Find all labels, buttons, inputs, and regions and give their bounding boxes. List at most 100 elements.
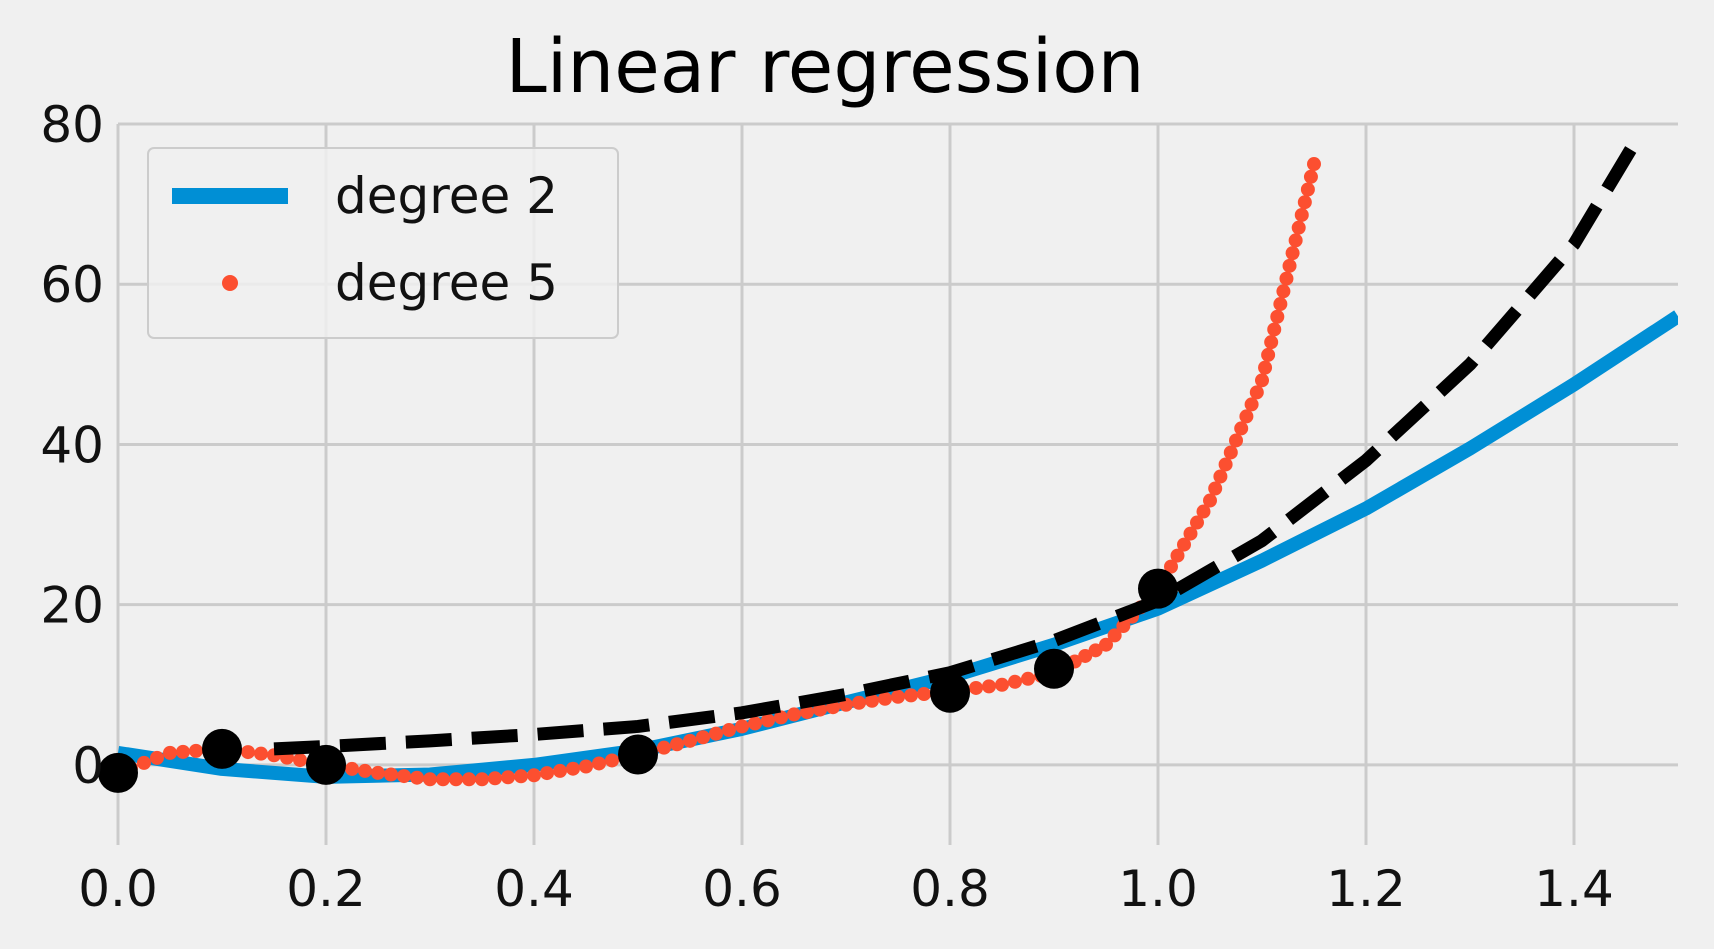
- degree-5-dot: [1218, 457, 1233, 472]
- degree-5-dot: [1297, 195, 1312, 210]
- degree-5-dot: [137, 755, 151, 770]
- degree-5-dot: [1196, 504, 1211, 519]
- degree-5-dot: [345, 761, 359, 776]
- degree-5-dot: [852, 695, 866, 710]
- degree-5-dot: [1177, 537, 1191, 552]
- degree-5-dot: [241, 745, 255, 760]
- degree-5-dot: [1282, 258, 1297, 273]
- degree-5-dot: [1294, 207, 1309, 222]
- degree-5-dot: [1279, 271, 1294, 286]
- sample-point-0: [98, 752, 138, 793]
- degree-5-dot: [293, 753, 307, 768]
- degree-5-dot: [1258, 360, 1273, 375]
- degree-5-dot: [696, 730, 710, 745]
- degree-5-dot: [1234, 421, 1249, 436]
- legend-label-degree-2: degree 2: [335, 167, 558, 225]
- degree-5-dot: [1276, 284, 1291, 299]
- degree-5-dot: [683, 733, 697, 748]
- degree-5-dot: [917, 686, 931, 701]
- degree-5-dot: [1244, 397, 1259, 412]
- degree-5-dot: [566, 761, 580, 776]
- degree-5-dot: [1008, 674, 1022, 689]
- degree-5-dot: [969, 680, 983, 695]
- degree-5-dot: [995, 677, 1009, 692]
- degree-5-dot: [1116, 619, 1131, 634]
- tick-labels: 0.0 0.2 0.4 0.6 0.8 1.0 1.2 1.4 0 20 40 60 80: [40, 96, 1613, 918]
- degree-5-dot: [1183, 526, 1198, 541]
- y-tick-label-3: 60: [40, 256, 104, 314]
- degree-5-dot: [1078, 648, 1093, 663]
- degree-5-dot: [592, 756, 606, 771]
- degree-5-dot: [1288, 233, 1303, 248]
- degree-5-dot: [605, 753, 619, 768]
- sample-point-4: [930, 672, 970, 713]
- degree-5-dot: [358, 763, 372, 778]
- sample-point-2: [306, 744, 346, 785]
- degree-5-dot: [657, 740, 671, 755]
- x-tick-label-2: 0.4: [494, 860, 574, 918]
- degree-5-dot: [1255, 373, 1269, 388]
- degree-5-dot: [436, 772, 450, 787]
- degree-5-dot: [1300, 182, 1315, 197]
- degree-5-dot: [1267, 322, 1282, 337]
- degree-5-dot: [1203, 493, 1217, 508]
- degree-5-dot: [787, 707, 801, 722]
- chart-title: Linear regression: [506, 24, 1145, 110]
- degree-5-dot: [891, 689, 905, 704]
- legend: degree 2 degree 5: [147, 147, 619, 339]
- x-tick-label-6: 1.2: [1326, 860, 1406, 918]
- degree-5-dot: [1190, 515, 1204, 530]
- x-tick-label-1: 0.2: [286, 860, 366, 918]
- degree-5-dot: [982, 679, 996, 694]
- degree-5-dot: [709, 726, 723, 741]
- degree-5-dot: [1021, 671, 1035, 686]
- sample-point-3: [618, 734, 658, 775]
- sample-point-5: [1034, 648, 1074, 689]
- degree-5-dot: [1307, 157, 1321, 172]
- degree-5-dot: [462, 772, 476, 787]
- degree-5-dot: [176, 744, 190, 759]
- degree-5-dot: [553, 763, 567, 778]
- degree-5-dot: [410, 770, 424, 785]
- x-tick-label-7: 1.4: [1534, 860, 1614, 918]
- degree-5-dot: [1099, 637, 1113, 652]
- degree-5-dot: [865, 693, 879, 708]
- degree-5-dot: [1273, 297, 1288, 312]
- degree-5-dot: [449, 772, 463, 787]
- degree-5-dot: [423, 772, 437, 787]
- degree-5-dot: [735, 719, 749, 734]
- y-tick-label-2: 40: [40, 416, 104, 474]
- degree-5-dot: [397, 769, 411, 784]
- degree-5-dot: [189, 743, 203, 758]
- degree-5-dot: [540, 766, 554, 781]
- y-tick-label-4: 80: [40, 96, 104, 154]
- x-tick-label-5: 1.0: [1118, 860, 1198, 918]
- degree-5-dot: [1261, 347, 1276, 362]
- degree-5-dot: [1164, 559, 1178, 574]
- degree-5-dot: [1088, 643, 1103, 658]
- sample-point-1: [202, 728, 242, 769]
- x-tick-label-4: 0.8: [910, 860, 990, 918]
- degree-5-dot: [1213, 469, 1228, 484]
- degree-5-dot: [1270, 309, 1285, 324]
- degree-5-dot: [1208, 481, 1223, 496]
- sample-points: [98, 568, 1178, 793]
- degree-5-dot: [1303, 169, 1318, 184]
- x-tick-label-0: 0.0: [78, 860, 158, 918]
- degree-5-dot: [722, 723, 736, 738]
- degree-5-dot: [163, 745, 177, 760]
- degree-5-dot: [878, 691, 892, 706]
- degree-5-dot: [527, 768, 541, 783]
- degree-5-dot: [774, 710, 788, 725]
- degree-5-dot: [488, 771, 502, 786]
- degree-5-dot: [761, 713, 775, 728]
- degree-5-dot: [1239, 409, 1254, 424]
- sample-point-6: [1138, 568, 1178, 609]
- degree-5-dot: [748, 716, 762, 731]
- degree-5-dot: [501, 770, 515, 785]
- x-tick-label-3: 0.6: [702, 860, 782, 918]
- degree-5-dot: [1285, 246, 1300, 261]
- degree-5-dot: [1170, 548, 1185, 563]
- degree-5-dot: [1107, 628, 1122, 643]
